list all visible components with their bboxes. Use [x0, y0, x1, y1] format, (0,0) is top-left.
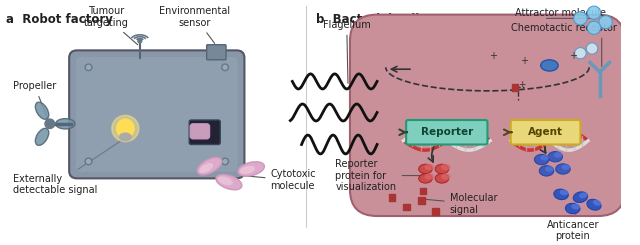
FancyBboxPatch shape	[350, 15, 625, 216]
Text: +: +	[489, 51, 497, 61]
Text: +: +	[518, 80, 525, 89]
Text: Reporter: Reporter	[420, 127, 473, 137]
Circle shape	[599, 15, 612, 29]
Ellipse shape	[441, 164, 451, 170]
Ellipse shape	[216, 174, 242, 190]
Ellipse shape	[573, 192, 588, 203]
Bar	[388, 194, 396, 201]
Text: +: +	[569, 51, 577, 61]
Circle shape	[85, 64, 92, 71]
Ellipse shape	[56, 119, 75, 129]
Bar	[420, 188, 426, 194]
Circle shape	[223, 65, 227, 69]
Ellipse shape	[534, 154, 549, 165]
FancyBboxPatch shape	[511, 120, 580, 145]
Ellipse shape	[419, 164, 432, 174]
Circle shape	[573, 12, 587, 25]
Ellipse shape	[435, 164, 449, 174]
Ellipse shape	[424, 173, 434, 180]
Ellipse shape	[197, 158, 222, 175]
Ellipse shape	[554, 189, 568, 200]
Ellipse shape	[540, 166, 554, 176]
Text: Attractor molecule: Attractor molecule	[515, 8, 605, 18]
Text: Propeller: Propeller	[13, 81, 56, 121]
Circle shape	[221, 64, 228, 71]
Text: a  Robot factory: a Robot factory	[6, 13, 113, 26]
Circle shape	[575, 48, 586, 59]
Ellipse shape	[116, 119, 134, 138]
Ellipse shape	[218, 176, 233, 185]
Circle shape	[85, 158, 92, 165]
FancyBboxPatch shape	[190, 124, 209, 139]
Bar	[432, 208, 439, 215]
Ellipse shape	[545, 166, 554, 172]
Ellipse shape	[554, 152, 563, 158]
Ellipse shape	[572, 204, 580, 209]
Ellipse shape	[593, 200, 601, 206]
Circle shape	[587, 21, 601, 34]
Circle shape	[586, 43, 598, 54]
Bar	[403, 204, 410, 210]
Text: Flagellum: Flagellum	[323, 20, 371, 83]
Ellipse shape	[35, 102, 49, 119]
Ellipse shape	[435, 174, 449, 183]
Text: b  Bacterial cell: b Bacterial cell	[316, 13, 419, 26]
Ellipse shape	[35, 128, 49, 145]
Ellipse shape	[112, 115, 139, 142]
Ellipse shape	[238, 162, 264, 176]
Text: Externally
detectable signal: Externally detectable signal	[13, 139, 123, 195]
Ellipse shape	[120, 133, 131, 141]
Circle shape	[223, 159, 227, 163]
Ellipse shape	[579, 192, 588, 198]
Ellipse shape	[540, 155, 549, 160]
Text: Environmental
sensor: Environmental sensor	[159, 6, 230, 43]
Ellipse shape	[419, 174, 432, 183]
Ellipse shape	[565, 203, 580, 214]
Ellipse shape	[240, 166, 255, 174]
Circle shape	[587, 6, 601, 19]
Text: Chemotactic receptor: Chemotactic receptor	[511, 23, 616, 33]
Ellipse shape	[424, 164, 434, 170]
FancyBboxPatch shape	[69, 50, 244, 178]
Circle shape	[86, 65, 90, 69]
Text: Reporter
protein for
visualization: Reporter protein for visualization	[335, 159, 429, 192]
Text: +: +	[520, 56, 528, 66]
Ellipse shape	[441, 173, 451, 180]
Text: Cytotoxic
molecule: Cytotoxic molecule	[244, 170, 316, 191]
Circle shape	[138, 39, 142, 43]
Ellipse shape	[559, 190, 568, 195]
Ellipse shape	[548, 152, 563, 162]
Bar	[418, 197, 424, 204]
Circle shape	[45, 119, 54, 128]
Ellipse shape	[587, 199, 601, 210]
Text: Molecular
signal: Molecular signal	[426, 193, 497, 215]
Ellipse shape	[199, 163, 213, 173]
Text: Tumour
targeting: Tumour targeting	[84, 6, 138, 45]
Text: Agent: Agent	[528, 127, 563, 137]
FancyBboxPatch shape	[189, 120, 220, 145]
Ellipse shape	[561, 164, 570, 170]
Circle shape	[221, 158, 228, 165]
Text: Anticancer
protein: Anticancer protein	[547, 207, 599, 241]
Ellipse shape	[556, 164, 570, 174]
FancyBboxPatch shape	[207, 45, 226, 60]
Circle shape	[86, 159, 90, 163]
FancyBboxPatch shape	[76, 57, 237, 172]
Bar	[511, 84, 518, 91]
Ellipse shape	[541, 60, 558, 71]
FancyBboxPatch shape	[406, 120, 488, 145]
